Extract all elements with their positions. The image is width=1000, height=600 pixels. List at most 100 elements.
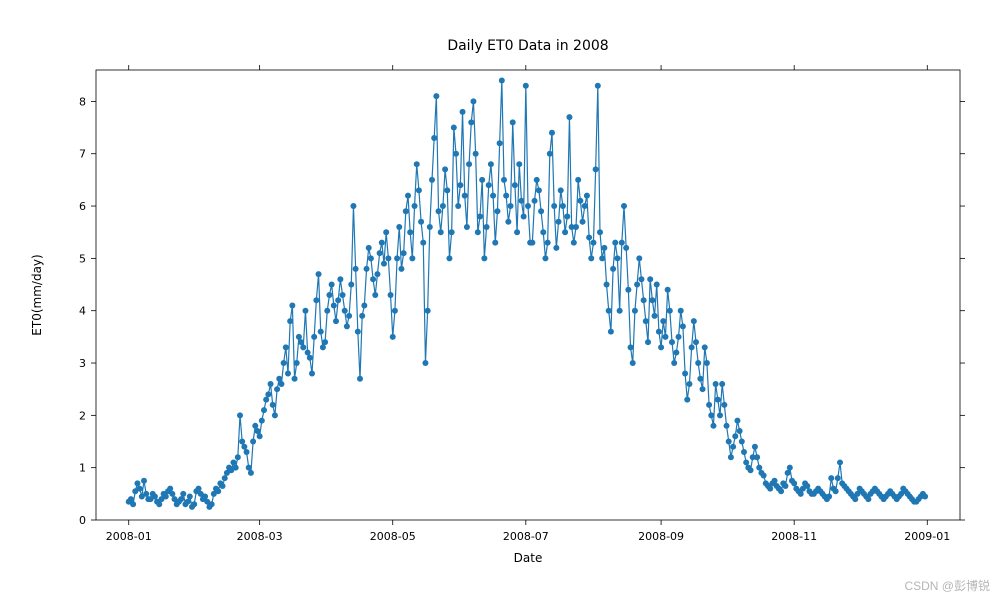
- data-point: [429, 177, 435, 183]
- watermark-text: CSDN @彭博锐: [904, 577, 990, 594]
- data-point: [804, 483, 810, 489]
- xtick-label: 2009-01: [904, 530, 950, 543]
- data-point: [320, 344, 326, 350]
- data-point: [442, 166, 448, 172]
- data-point: [721, 402, 727, 408]
- data-point: [608, 329, 614, 335]
- data-point: [357, 376, 363, 382]
- data-point: [377, 250, 383, 256]
- data-point: [586, 234, 592, 240]
- ytick-label: 4: [79, 305, 86, 318]
- data-point: [560, 203, 566, 209]
- data-point: [752, 444, 758, 450]
- data-point: [141, 478, 147, 484]
- ytick-label: 0: [79, 514, 86, 527]
- data-point: [730, 444, 736, 450]
- data-point: [599, 255, 605, 261]
- data-point: [270, 402, 276, 408]
- data-point: [178, 496, 184, 502]
- data-point: [772, 478, 778, 484]
- ytick-label: 3: [79, 357, 86, 370]
- data-point: [601, 245, 607, 251]
- data-point: [534, 177, 540, 183]
- data-point: [302, 308, 308, 314]
- data-point: [708, 412, 714, 418]
- chart-svg: 0123456782008-012008-032008-052008-07200…: [0, 0, 1000, 600]
- data-point: [462, 193, 468, 199]
- data-point: [359, 313, 365, 319]
- data-point: [614, 255, 620, 261]
- data-point: [383, 229, 389, 235]
- data-point: [673, 350, 679, 356]
- data-point: [470, 98, 476, 104]
- data-point: [837, 459, 843, 465]
- data-point: [128, 496, 134, 502]
- data-point: [281, 360, 287, 366]
- data-point: [244, 449, 250, 455]
- data-point: [331, 302, 337, 308]
- data-point: [540, 229, 546, 235]
- data-point: [667, 308, 673, 314]
- xtick-label: 2008-11: [771, 530, 817, 543]
- data-point: [274, 386, 280, 392]
- data-point: [695, 360, 701, 366]
- data-point: [641, 297, 647, 303]
- y-axis-label: ET0(mm/day): [30, 254, 44, 335]
- data-point: [209, 501, 215, 507]
- data-point: [239, 439, 245, 445]
- data-point: [309, 370, 315, 376]
- data-point: [619, 240, 625, 246]
- data-point: [187, 493, 193, 499]
- data-point: [137, 486, 143, 492]
- data-point: [625, 287, 631, 293]
- data-point: [691, 318, 697, 324]
- xtick-label: 2008-07: [503, 530, 549, 543]
- data-point: [654, 282, 660, 288]
- data-point: [294, 360, 300, 366]
- data-point: [669, 339, 675, 345]
- data-point: [427, 224, 433, 230]
- data-point: [311, 334, 317, 340]
- data-point: [305, 350, 311, 356]
- xtick-label: 2008-09: [638, 530, 684, 543]
- data-point: [556, 219, 562, 225]
- data-point: [523, 83, 529, 89]
- data-point: [865, 496, 871, 502]
- data-point: [285, 370, 291, 376]
- data-point: [220, 483, 226, 489]
- data-point: [630, 360, 636, 366]
- data-point: [743, 459, 749, 465]
- data-point: [660, 318, 666, 324]
- data-point: [436, 208, 442, 214]
- data-point: [632, 308, 638, 314]
- ytick-label: 6: [79, 200, 86, 213]
- data-point: [542, 255, 548, 261]
- data-point: [689, 344, 695, 350]
- data-point: [643, 318, 649, 324]
- data-point: [785, 470, 791, 476]
- data-point: [828, 475, 834, 481]
- data-point: [350, 203, 356, 209]
- data-point: [388, 292, 394, 298]
- data-point: [549, 130, 555, 136]
- data-point: [652, 313, 658, 319]
- data-point: [344, 323, 350, 329]
- data-point: [163, 493, 169, 499]
- data-point: [130, 501, 136, 507]
- data-point: [826, 493, 832, 499]
- ytick-label: 7: [79, 148, 86, 161]
- data-point: [604, 282, 610, 288]
- data-point: [575, 177, 581, 183]
- data-point: [222, 475, 228, 481]
- data-point: [726, 439, 732, 445]
- data-point: [259, 418, 265, 424]
- data-point: [289, 302, 295, 308]
- data-point: [525, 203, 531, 209]
- data-point: [728, 454, 734, 460]
- data-point: [361, 302, 367, 308]
- data-point: [562, 229, 568, 235]
- data-point: [529, 240, 535, 246]
- data-point: [353, 266, 359, 272]
- data-point: [702, 344, 708, 350]
- data-point: [152, 493, 158, 499]
